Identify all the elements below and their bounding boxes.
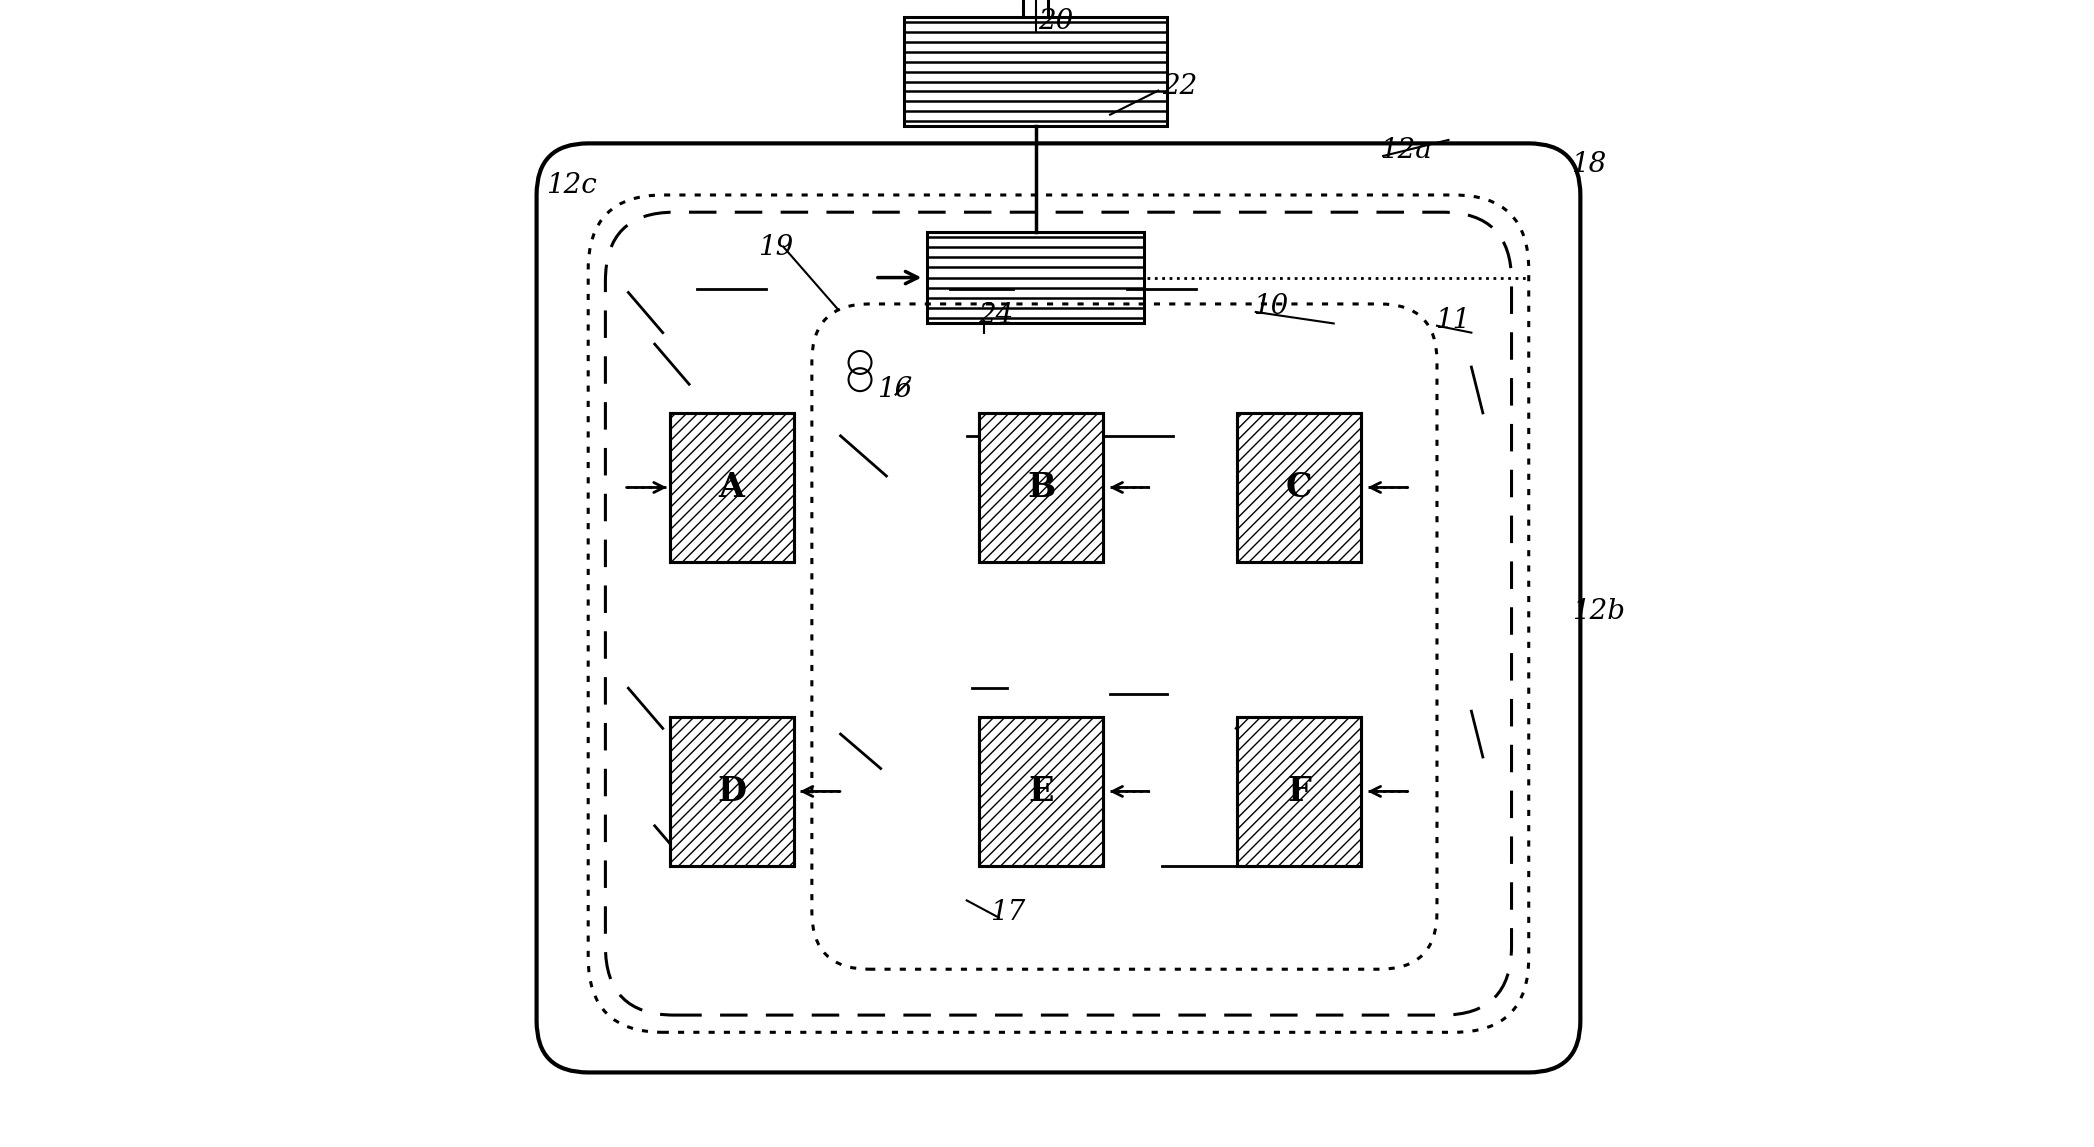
Bar [980, 413, 1104, 562]
Text: 18: 18 [1570, 151, 1606, 178]
FancyBboxPatch shape [536, 143, 1581, 1072]
Text: 12b: 12b [1573, 599, 1625, 625]
Text: 11: 11 [1434, 307, 1470, 334]
Text: 16: 16 [877, 376, 913, 403]
Bar [926, 232, 1145, 323]
Bar [670, 717, 794, 866]
Bar [1238, 413, 1361, 562]
Text: 12c: 12c [547, 172, 597, 198]
Text: F: F [1288, 775, 1311, 807]
Text: A: A [718, 471, 745, 504]
Text: 10: 10 [1254, 294, 1288, 320]
Bar [980, 717, 1104, 866]
Bar [980, 717, 1104, 866]
Text: D: D [716, 775, 745, 807]
Bar [1238, 717, 1361, 866]
Text: E: E [1028, 775, 1053, 807]
Bar [670, 413, 794, 562]
Bar [1238, 717, 1361, 866]
Bar [905, 17, 1168, 126]
Text: 20: 20 [1039, 8, 1072, 34]
Text: C: C [1286, 471, 1313, 504]
Bar [1238, 413, 1361, 562]
Bar [980, 413, 1104, 562]
Bar [670, 717, 794, 866]
Text: 19: 19 [758, 234, 794, 260]
Text: 22: 22 [1162, 73, 1198, 100]
Bar [1022, 0, 1049, 17]
Text: 17: 17 [990, 899, 1024, 926]
Bar [670, 413, 794, 562]
Text: 12a: 12a [1380, 138, 1432, 164]
Text: B: B [1026, 471, 1055, 504]
Text: 24: 24 [978, 303, 1013, 329]
